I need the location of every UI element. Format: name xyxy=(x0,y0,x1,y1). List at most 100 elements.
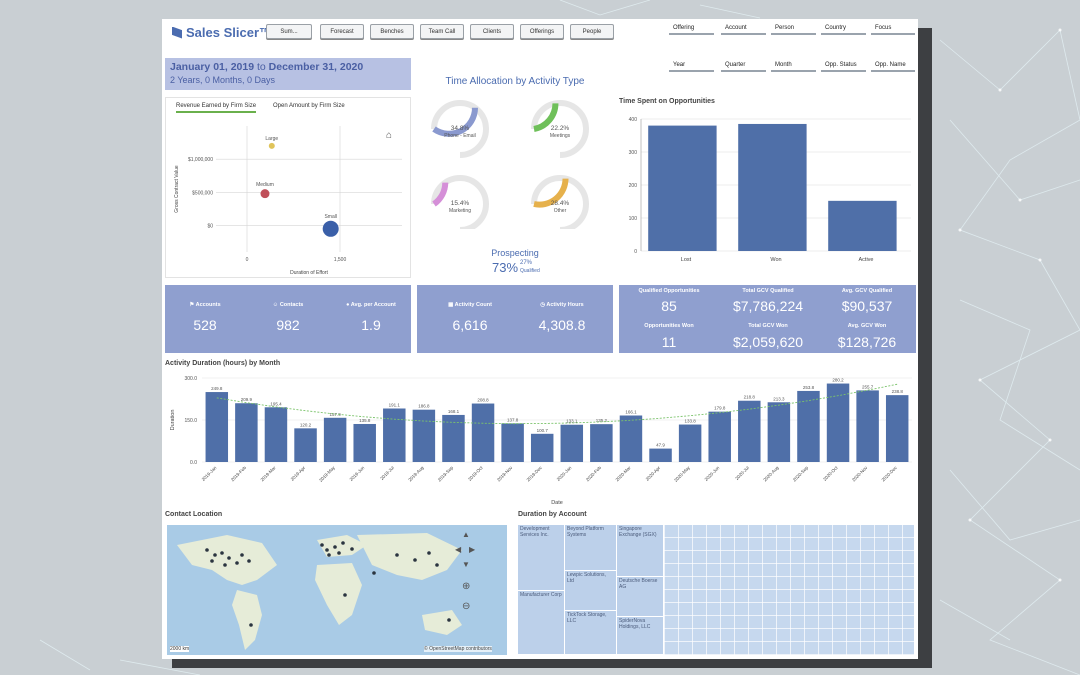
gauge-fill xyxy=(533,103,559,132)
bar-value-label: 249.8 xyxy=(211,386,223,391)
opportunity-bar xyxy=(738,123,807,251)
treemap-tile[interactable]: Beyond Platform Systems xyxy=(565,525,617,571)
x-tick-label: 2019-Apr xyxy=(290,465,307,482)
tab-revenue-earned[interactable]: Revenue Earned by Firm Size xyxy=(176,103,257,113)
bar-value-label: 133.8 xyxy=(684,419,696,424)
contact-location-map[interactable] xyxy=(167,525,507,655)
filter-person[interactable]: Person xyxy=(771,23,816,35)
gauges-area: 34.8%Phone - Email 22.2%Meetings 15.4%Mark… xyxy=(431,100,589,229)
filter-focus[interactable]: Focus xyxy=(871,23,915,35)
filter-country[interactable]: Country xyxy=(821,23,866,35)
opportunities-chart-title: Time Spent on Opportunities xyxy=(619,98,715,105)
x-tick-label: 2019-May xyxy=(318,465,336,483)
map-pan-left-icon[interactable]: ◀ xyxy=(455,545,462,554)
filter-year[interactable]: Year xyxy=(669,60,714,72)
nav-button-team-call[interactable]: Team Call xyxy=(420,24,464,39)
month-bar xyxy=(530,433,554,462)
x-tick-label: 2020-Aug xyxy=(762,465,780,483)
bar-value-label: 137.8 xyxy=(507,417,519,422)
month-bar xyxy=(471,403,495,462)
scatter-chart: $0$500,000$1,000,00001,5003,000LargeMedi… xyxy=(174,126,402,276)
zoom-in-icon[interactable]: ⊕ xyxy=(462,581,471,592)
avg-gcv-won-value: $128,726 xyxy=(837,334,897,350)
x-tick-label: 2019-Feb xyxy=(230,465,248,483)
treemap-tile[interactable]: Development Services Inc. xyxy=(518,525,565,591)
month-bar xyxy=(738,400,761,462)
y-tick-label: $500,000 xyxy=(192,190,213,196)
month-bar xyxy=(619,415,643,462)
nav-button-offerings[interactable]: Offerings xyxy=(520,24,564,39)
month-bar xyxy=(353,423,376,462)
month-bar xyxy=(294,428,317,462)
kpi-panel-opportunities: Qualified Opportunities 85 Total GCV Qua… xyxy=(619,285,916,353)
opps-won-value: 11 xyxy=(661,334,677,350)
y-tick-label: 100 xyxy=(629,216,638,222)
scatter-panel: Revenue Earned by Firm Size Open Amount … xyxy=(165,97,411,278)
qualified-opps-label: Qualified Opportunities xyxy=(638,288,700,294)
avg-per-account-value: 1.9 xyxy=(361,317,381,333)
gauge-label: Phone - Email xyxy=(444,133,475,139)
treemap-tile[interactable]: TickTock Storage, LLC xyxy=(565,611,617,655)
gauge-track xyxy=(431,100,489,158)
bar-value-label: 209.9 xyxy=(241,397,253,402)
y-axis-label: Duration xyxy=(170,410,176,431)
month-bar xyxy=(560,424,584,462)
treemap-tile[interactable]: Manufacturer Corp xyxy=(518,591,565,655)
accounts-label: Accounts xyxy=(195,302,221,308)
nav-button-people[interactable]: People xyxy=(570,24,614,39)
nav-button-clients[interactable]: Clients xyxy=(470,24,514,39)
gauge-fill xyxy=(432,107,479,137)
x-tick-label: 2020-Nov xyxy=(851,465,869,483)
filter-offering[interactable]: Offering xyxy=(669,23,714,35)
bar-value-label: 195.4 xyxy=(270,401,282,406)
bar-value-label: 280.2 xyxy=(832,378,844,383)
x-tick-label: 2020-Oct xyxy=(822,465,839,482)
activity-duration-title: Activity Duration (hours) by Month xyxy=(165,360,281,367)
gauge-label: Meetings xyxy=(550,133,571,139)
accounts-value: 528 xyxy=(193,317,217,333)
filter-opp-status[interactable]: Opp. Status xyxy=(821,60,866,72)
filter-month[interactable]: Month xyxy=(771,60,816,72)
home-icon[interactable]: ⌂ xyxy=(386,130,393,141)
duration-by-account-treemap: Development Services Inc. Beyond Platfor… xyxy=(518,525,914,655)
x-tick-label: 2019-Jun xyxy=(349,465,366,482)
avg-per-account-label-wrap: ● Avg. per Account xyxy=(346,302,396,308)
map-land-north-america xyxy=(177,535,277,585)
x-tick-label: 2020-Feb xyxy=(585,465,603,483)
activity-hours-value: 4,308.8 xyxy=(538,317,586,333)
opportunity-bar xyxy=(648,125,717,251)
zoom-out-icon[interactable]: ⊖ xyxy=(462,601,471,612)
filter-account[interactable]: Account xyxy=(721,23,766,35)
treemap-tile[interactable]: SpiderNova Holdings, LLC xyxy=(617,617,664,655)
map-land-south-america xyxy=(232,590,262,650)
prospecting-value: 73% xyxy=(492,260,519,275)
map-pan-down-icon[interactable]: ▼ xyxy=(462,560,470,569)
app-logo: Sales Slicer™ xyxy=(172,25,272,40)
filter-quarter[interactable]: Quarter xyxy=(721,60,766,72)
x-tick-label: 2019-Nov xyxy=(496,465,514,483)
month-bar xyxy=(826,383,850,462)
bar-value-label: 253.8 xyxy=(803,385,815,390)
contacts-value: 982 xyxy=(276,317,300,333)
bar-value-label: 179.8 xyxy=(714,406,726,411)
x-tick-label: 0 xyxy=(246,257,249,263)
nav-button-benches[interactable]: Benches xyxy=(370,24,414,39)
treemap-tile[interactable]: Singapore Exchange (SGX) xyxy=(617,525,664,577)
gauge-fill xyxy=(432,182,449,207)
treemap-tile[interactable]: Lewpic Solutions, Ltd xyxy=(565,571,617,611)
gauge-value: 15.4% xyxy=(451,200,470,207)
filter-opp-name[interactable]: Opp. Name xyxy=(871,60,915,72)
avg-gcv-qualified-value: $90,537 xyxy=(841,298,893,314)
nav-button-forecast[interactable]: Forecast xyxy=(320,24,364,39)
y-tick-label: 0.0 xyxy=(190,460,197,466)
tab-open-amount[interactable]: Open Amount by Firm Size xyxy=(273,103,345,109)
map-scale: 2000 km xyxy=(170,646,190,652)
map-land-europe xyxy=(317,535,367,557)
treemap-tile[interactable]: Deutsche Boerse AG xyxy=(617,577,664,617)
map-pan-right-icon[interactable]: ▶ xyxy=(469,545,476,554)
month-bar xyxy=(323,417,347,462)
map-pan-up-icon[interactable]: ▲ xyxy=(462,530,470,539)
contacts-label-wrap: ☺ Contacts xyxy=(272,302,304,308)
nav-button-summary[interactable]: Sum... xyxy=(266,24,312,39)
x-tick-label: 2020-Sep xyxy=(792,465,810,483)
